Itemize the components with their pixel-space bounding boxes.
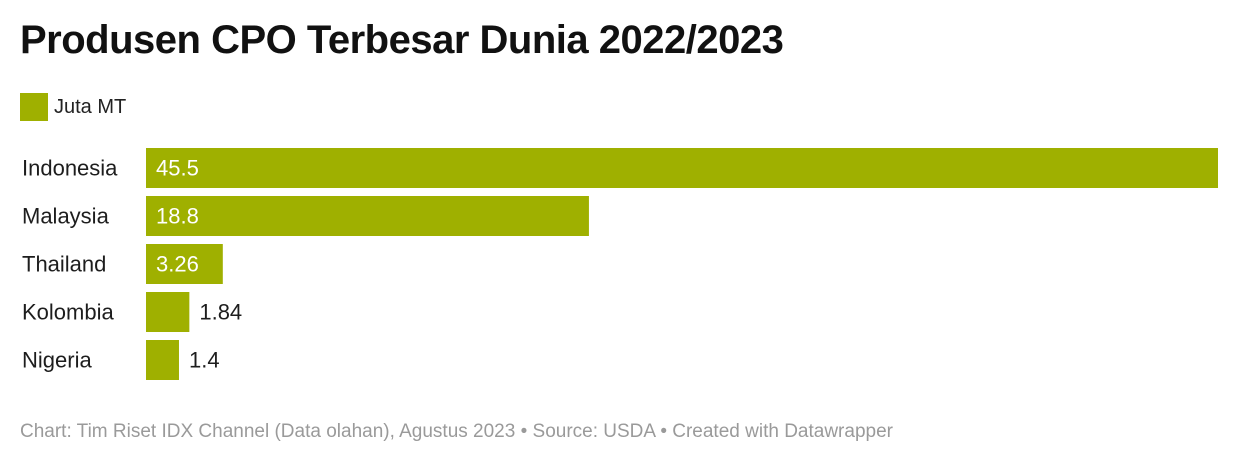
bar-nigeria — [146, 340, 179, 380]
category-label-nigeria: Nigeria — [22, 348, 92, 373]
bar-indonesia — [146, 148, 1218, 188]
footer-credit: Chart: Tim Riset IDX Channel (Data olaha… — [20, 421, 516, 442]
footer-created-with: Created with Datawrapper — [672, 421, 893, 442]
bar-chart: Indonesia 45.5 Malaysia 18.8 Thailand 3.26 Kol… — [22, 148, 1218, 380]
chart-title: Produsen CPO Terbesar Dunia 2022/2023 — [20, 18, 784, 62]
footer-separator-1: • — [520, 421, 528, 442]
value-label-thailand: 3.26 — [156, 252, 199, 277]
legend-label: Juta MT — [54, 95, 127, 118]
chart-footer: Chart: Tim Riset IDX Channel (Data olaha… — [20, 421, 893, 443]
legend-swatch — [20, 93, 48, 121]
value-label-indonesia: 45.5 — [156, 156, 199, 181]
legend: Juta MT — [20, 93, 126, 121]
category-label-kolombia: Kolombia — [22, 300, 114, 325]
bar-thailand — [146, 244, 223, 284]
value-label-kolombia: 1.84 — [199, 300, 242, 325]
category-label-thailand: Thailand — [22, 252, 106, 277]
footer-separator-2: • — [660, 421, 667, 442]
bar-malaysia — [146, 196, 589, 236]
footer-source: Source: USDA — [532, 421, 656, 442]
value-label-malaysia: 18.8 — [156, 204, 199, 229]
category-label-indonesia: Indonesia — [22, 156, 118, 181]
value-label-nigeria: 1.4 — [189, 348, 220, 373]
category-label-malaysia: Malaysia — [22, 204, 110, 229]
bar-kolombia — [146, 292, 190, 332]
